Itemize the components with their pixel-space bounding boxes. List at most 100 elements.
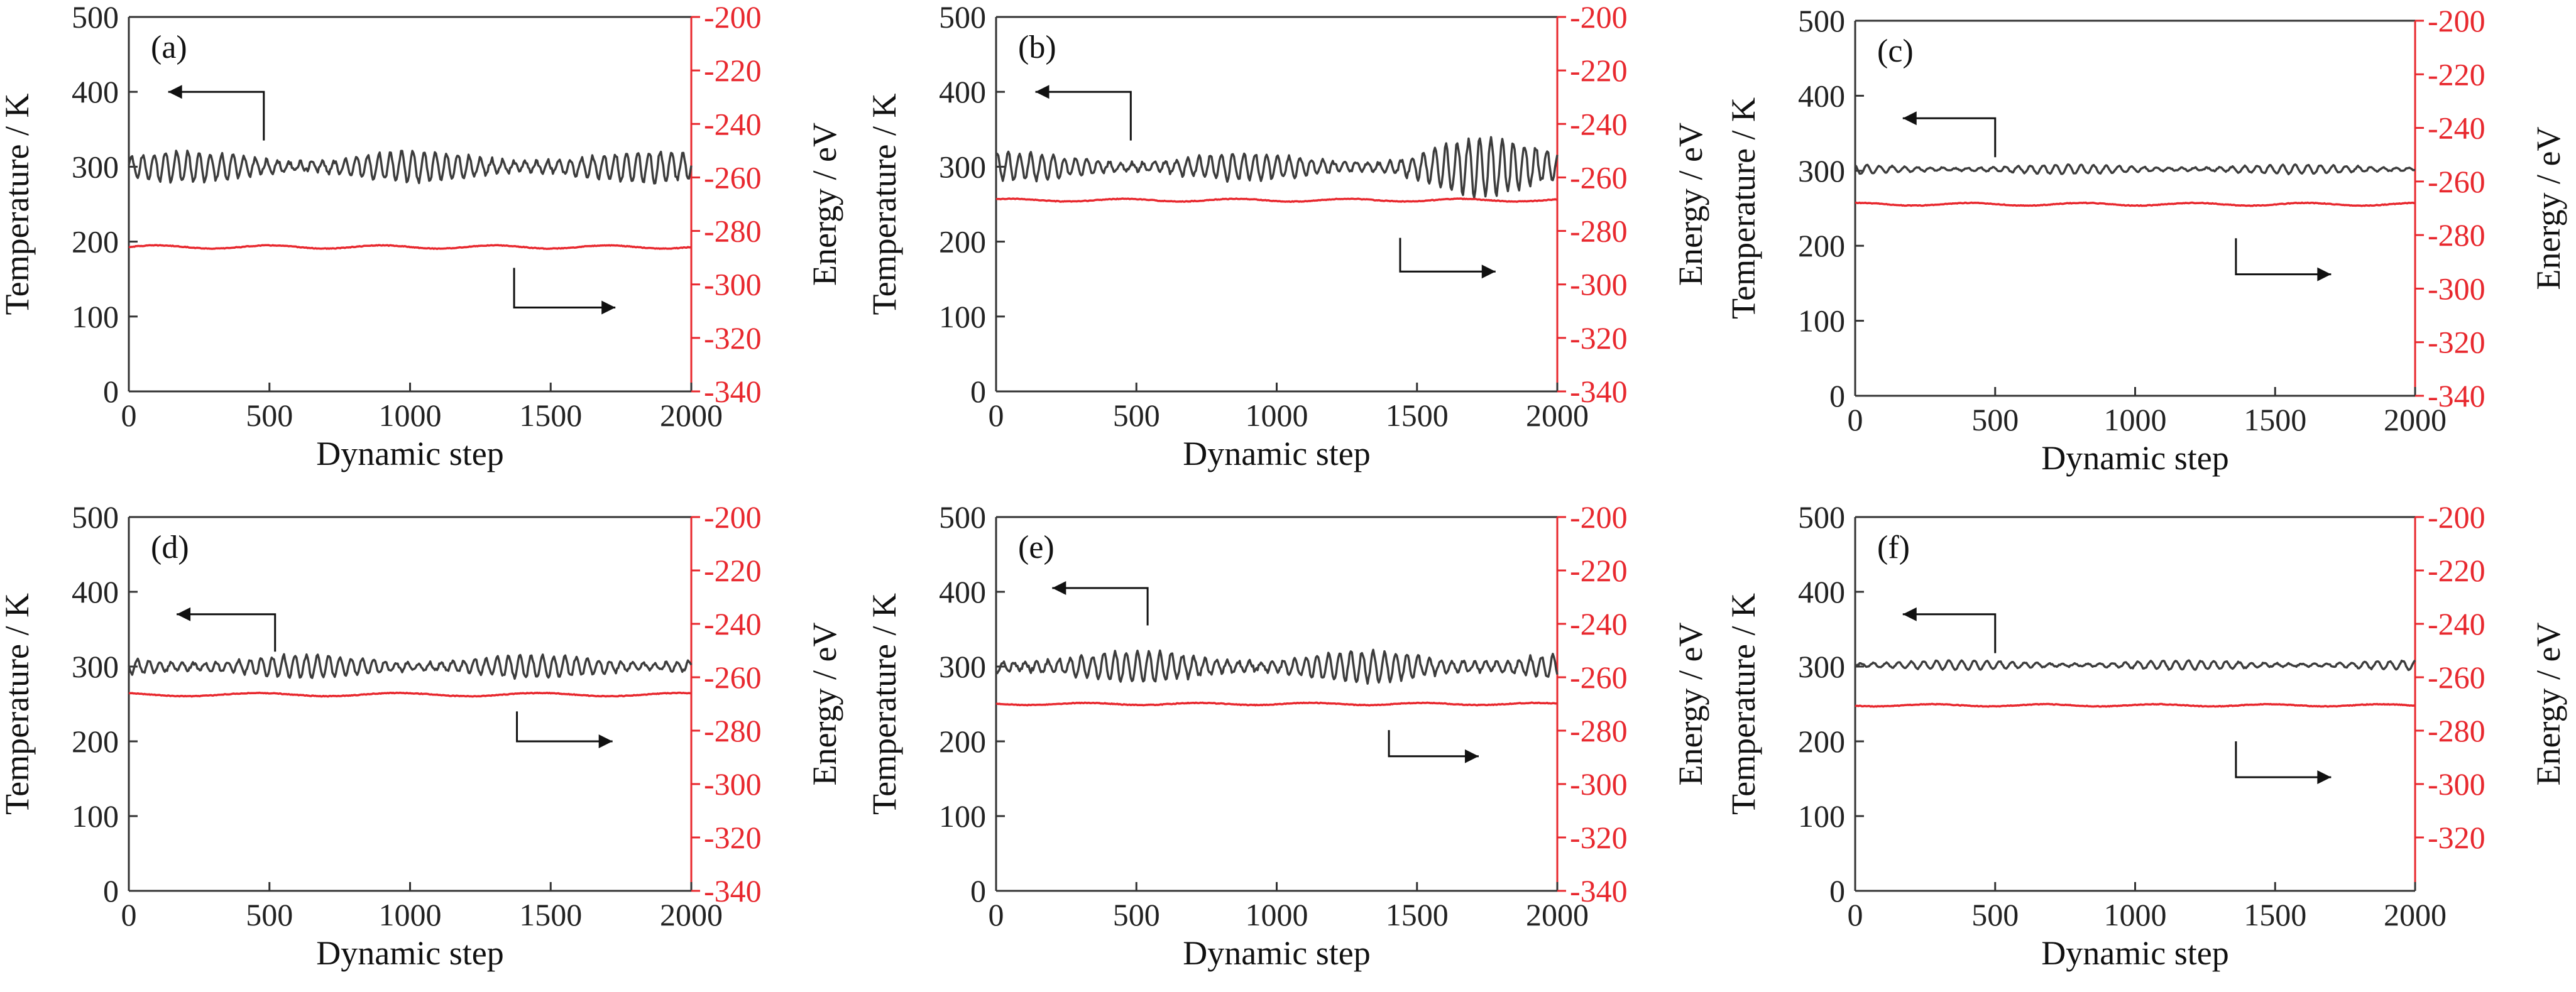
right-y-tick-label: -220	[704, 553, 762, 588]
right-y-axis-title: Energy / eV	[1672, 623, 1709, 786]
right-y-tick-label: -220	[2428, 553, 2486, 588]
x-tick-label: 0	[1848, 402, 1863, 437]
x-tick-label: 1000	[379, 398, 442, 433]
x-tick-label: 500	[1971, 897, 2019, 932]
arrowhead-right-icon	[601, 300, 616, 315]
right-y-tick-label: -220	[1570, 553, 1628, 588]
right-y-axis-title: Energy / eV	[806, 123, 843, 286]
left-y-tick-label: 500	[1798, 499, 1845, 535]
left-y-axis-title: Temperature / K	[865, 93, 903, 315]
right-y-tick-label: -200	[704, 0, 762, 35]
right-y-tick-label: -340	[704, 374, 762, 409]
x-tick-label: 1500	[1386, 897, 1449, 932]
left-y-tick-label: 200	[72, 224, 119, 259]
left-y-tick-label: 400	[1798, 78, 1845, 113]
left-y-tick-label: 0	[970, 873, 986, 908]
x-tick-label: 2000	[1526, 897, 1589, 932]
temperature-series-line	[995, 136, 1559, 199]
x-tick-label: 1500	[2244, 402, 2306, 437]
x-tick-label: 2000	[1526, 398, 1589, 433]
right-y-tick-label: -240	[704, 106, 762, 141]
x-tick-label: 1000	[2104, 402, 2167, 437]
right-y-tick-label: -200	[2428, 3, 2486, 38]
right-y-tick-label: -260	[704, 660, 762, 695]
pointer-arrow-left	[1902, 613, 1997, 653]
pointer-arrow-left	[168, 90, 265, 141]
left-y-tick-label: 300	[939, 149, 986, 184]
right-y-tick-label: -340	[704, 873, 762, 908]
chart-panel-b: 0 500 1000 1500 2000 0 100 200 300 400 500 -340 -320…	[865, 0, 1709, 472]
right-y-tick-label: -320	[2428, 325, 2486, 360]
right-y-tick-label: -260	[1570, 660, 1628, 695]
left-y-tick-label: 400	[1798, 574, 1845, 609]
left-y-axis-title: Temperature / K	[1724, 593, 1762, 815]
right-y-tick-label: -320	[1570, 820, 1628, 855]
x-tick-label: 2000	[2384, 402, 2447, 437]
left-y-tick-label: 200	[1798, 724, 1845, 759]
x-tick-label: 1000	[379, 897, 442, 932]
left-y-tick-label: 0	[1829, 378, 1845, 413]
energy-series-line	[995, 701, 1558, 707]
left-y-tick-label: 100	[72, 799, 119, 834]
left-y-tick-label: 300	[1798, 649, 1845, 684]
temperature-series-line	[1854, 163, 2416, 176]
temperature-series-line	[1855, 659, 2416, 672]
x-axis-title: Dynamic step	[2041, 439, 2228, 477]
left-y-tick-label: 100	[1798, 799, 1845, 834]
right-y-tick-label: -280	[704, 214, 762, 249]
left-y-tick-label: 100	[939, 799, 986, 834]
right-y-tick-label: -320	[2428, 820, 2486, 855]
arrowhead-left-icon	[1902, 607, 1917, 621]
temperature-series-line	[995, 648, 1559, 685]
right-y-tick-label: -260	[2428, 164, 2486, 199]
right-y-tick-label: -340	[1570, 374, 1628, 409]
right-y-tick-label: -200	[704, 499, 762, 535]
right-y-tick-label: -280	[1570, 214, 1628, 249]
x-tick-label: 2000	[660, 398, 723, 433]
right-y-tick-label: -200	[1570, 499, 1628, 535]
arrowhead-left-icon	[1035, 85, 1050, 99]
right-y-tick-label: -220	[2428, 57, 2486, 92]
right-y-tick-label: -300	[704, 267, 762, 302]
left-y-tick-label: 0	[970, 374, 986, 409]
left-y-tick-label: 400	[72, 74, 119, 109]
arrowhead-right-icon	[1464, 749, 1479, 763]
x-tick-label: 1500	[1386, 398, 1449, 433]
x-tick-label: 1500	[519, 398, 582, 433]
right-y-tick-label: -300	[2428, 271, 2486, 306]
left-y-tick-label: 500	[72, 499, 119, 535]
left-y-tick-label: 400	[939, 74, 986, 109]
left-y-axis-title: Temperature / K	[0, 93, 36, 315]
left-y-tick-label: 200	[939, 224, 986, 259]
right-y-tick-label: -240	[2428, 111, 2486, 146]
arrowhead-left-icon	[1902, 111, 1917, 126]
x-tick-label: 0	[989, 897, 1004, 932]
pointer-arrow-left	[1052, 587, 1149, 626]
arrowhead-right-icon	[1481, 264, 1496, 279]
right-y-tick-label: -320	[704, 320, 762, 356]
x-axis-title: Dynamic step	[316, 435, 503, 472]
pointer-arrow-left	[1902, 117, 1997, 158]
right-y-tick-label: -260	[2428, 660, 2486, 695]
x-tick-label: 1000	[1246, 897, 1308, 932]
left-y-tick-label: 200	[939, 724, 986, 759]
right-y-axis-title: Energy / eV	[2529, 127, 2567, 290]
right-y-tick-label: -240	[1570, 606, 1628, 641]
energy-series-line	[995, 197, 1558, 203]
right-y-tick-label: -300	[1570, 267, 1628, 302]
energy-series-line	[128, 691, 692, 698]
panel-label: (d)	[151, 530, 189, 565]
x-tick-label: 0	[121, 398, 137, 433]
panel-label: (b)	[1018, 30, 1056, 65]
arrowhead-left-icon	[168, 85, 182, 99]
left-y-axis-title: Temperature / K	[0, 593, 36, 815]
right-y-tick-label: -240	[704, 606, 762, 641]
arrowhead-right-icon	[598, 734, 613, 748]
left-y-tick-label: 500	[1798, 3, 1845, 38]
x-axis-title: Dynamic step	[316, 934, 503, 972]
panel-label: (f)	[1877, 530, 1910, 565]
left-y-tick-label: 300	[72, 149, 119, 184]
right-y-tick-label: -200	[1570, 0, 1628, 35]
pointer-arrow-left	[1035, 90, 1132, 141]
